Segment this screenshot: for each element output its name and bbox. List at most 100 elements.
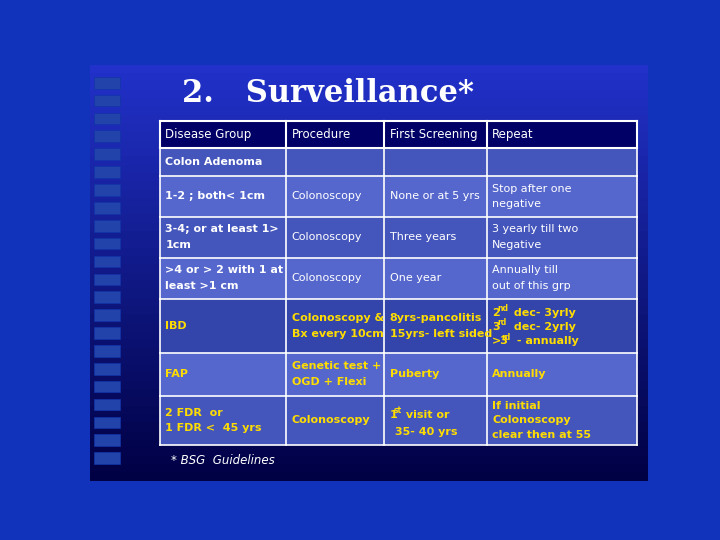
Bar [90, 190, 648, 198]
Bar [90, 289, 648, 298]
Text: out of this grp: out of this grp [492, 281, 571, 291]
Bar [90, 406, 648, 414]
Bar [90, 464, 648, 472]
Bar [94, 309, 120, 321]
Bar [384, 299, 487, 353]
Bar [90, 348, 648, 356]
Bar [90, 339, 648, 348]
Bar [487, 353, 637, 396]
Bar [160, 148, 286, 176]
Bar [286, 176, 384, 217]
Bar [384, 353, 487, 396]
Text: 3: 3 [492, 322, 500, 332]
Text: Colonoscopy &: Colonoscopy & [292, 313, 384, 323]
Bar [94, 148, 120, 160]
Bar [94, 113, 120, 124]
Text: dec- 2yrly: dec- 2yrly [510, 322, 576, 332]
Text: 2.   Surveillance*: 2. Surveillance* [182, 78, 474, 110]
Text: Repeat: Repeat [492, 128, 534, 141]
Bar [90, 106, 648, 114]
Text: 8yrs-pancolitis: 8yrs-pancolitis [390, 313, 482, 323]
Text: dec- 3yrly: dec- 3yrly [510, 308, 576, 318]
Bar [160, 396, 286, 446]
Bar [90, 98, 648, 106]
Bar [90, 397, 648, 406]
Bar [160, 299, 286, 353]
Text: 3 yearly till two: 3 yearly till two [492, 225, 578, 234]
Text: Colonoscopy: Colonoscopy [292, 232, 362, 242]
Bar [90, 298, 648, 306]
Bar [90, 256, 648, 265]
Bar [94, 435, 120, 446]
Text: 1 FDR <  45 yrs: 1 FDR < 45 yrs [166, 423, 262, 434]
Bar [90, 281, 648, 289]
Text: 35- 40 yrs: 35- 40 yrs [395, 427, 458, 437]
Text: st: st [394, 406, 402, 415]
Bar [160, 353, 286, 396]
Bar [90, 248, 648, 256]
Text: Colonoscopy: Colonoscopy [292, 192, 362, 201]
Text: Colon Adenoma: Colon Adenoma [166, 157, 263, 167]
Bar [160, 121, 636, 148]
Bar [286, 299, 384, 353]
Bar [90, 322, 648, 331]
Bar [90, 140, 648, 148]
Bar [90, 472, 648, 481]
Text: None or at 5 yrs: None or at 5 yrs [390, 192, 480, 201]
Bar [90, 114, 648, 123]
Bar [90, 82, 648, 90]
Text: >3: >3 [492, 336, 509, 346]
Bar [90, 447, 648, 456]
Bar [94, 416, 120, 428]
Text: FAP: FAP [166, 369, 189, 379]
Text: least >1 cm: least >1 cm [166, 281, 239, 291]
Text: Genetic test +: Genetic test + [292, 361, 381, 372]
Bar [90, 131, 648, 140]
Bar [90, 214, 648, 223]
Text: 1: 1 [390, 410, 397, 420]
Bar [94, 381, 120, 393]
Text: If initial: If initial [492, 401, 541, 411]
Text: Annually: Annually [492, 369, 546, 379]
Text: IBD: IBD [166, 321, 187, 330]
Bar [487, 258, 637, 299]
Bar [90, 381, 648, 389]
Bar [90, 364, 648, 373]
Bar [90, 239, 648, 248]
Bar [90, 148, 648, 156]
Bar [286, 148, 384, 176]
Text: 3-4; or at least 1>: 3-4; or at least 1> [166, 225, 279, 234]
Bar [160, 217, 286, 258]
Bar [94, 363, 120, 375]
Bar [90, 173, 648, 181]
Bar [94, 292, 120, 303]
Text: Colonoscopy: Colonoscopy [492, 415, 571, 426]
Bar [487, 396, 637, 446]
Bar [90, 273, 648, 281]
Bar [94, 238, 120, 249]
Text: Three years: Three years [390, 232, 456, 242]
Text: * BSG  Guidelines: * BSG Guidelines [171, 454, 274, 467]
Bar [90, 331, 648, 339]
Text: Stop after one: Stop after one [492, 184, 572, 193]
Text: >4 or > 2 with 1 at: >4 or > 2 with 1 at [166, 265, 284, 275]
Bar [384, 396, 487, 446]
Bar [90, 422, 648, 431]
Bar [94, 255, 120, 267]
Bar [384, 258, 487, 299]
Text: Colonoscopy: Colonoscopy [292, 273, 362, 284]
Text: One year: One year [390, 273, 441, 284]
Bar [90, 123, 648, 131]
Bar [94, 131, 120, 142]
Bar [286, 396, 384, 446]
Bar [90, 431, 648, 439]
Text: 1-2 ; both< 1cm: 1-2 ; both< 1cm [166, 192, 266, 201]
Bar [384, 217, 487, 258]
Bar [384, 148, 487, 176]
Bar [90, 306, 648, 314]
Bar [90, 165, 648, 173]
Bar [487, 217, 637, 258]
Bar [90, 156, 648, 165]
Bar [90, 223, 648, 231]
Text: Disease Group: Disease Group [166, 128, 251, 141]
